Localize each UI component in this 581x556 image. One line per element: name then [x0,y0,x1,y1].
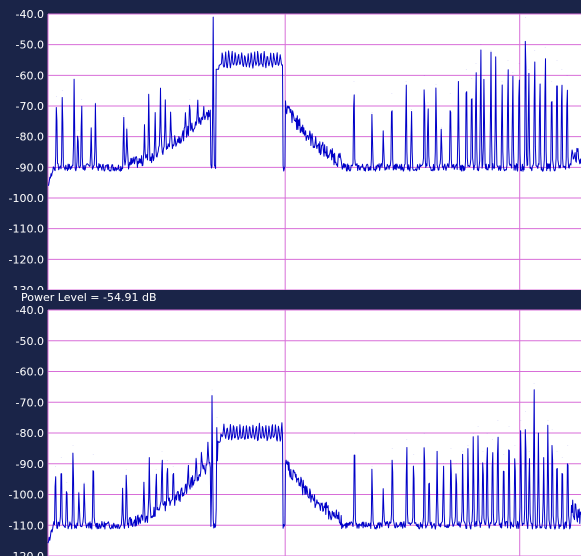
y-tick-label: -130.0 [9,284,44,290]
y-tick-label: -100.0 [9,489,44,502]
y-tick-label: -120.0 [9,550,44,556]
y-tick-label: -80.0 [16,131,44,144]
y-tick-label: -50.0 [16,335,44,348]
spectrum-trace [47,389,581,544]
y-tick-label: -80.0 [16,427,44,440]
lower-spectrum-chart[interactable]: -40.0 -50.0 -60.0 -70.0 -80.0 -90.0 -100.0 -110… [0,306,581,556]
upper-spectrum-panel: -40.0 -50.0 -60.0 -70.0 -80.0 -90.0 -100.0 -110… [0,0,581,290]
power-level-readout: Power Level = -54.91 dB [21,291,157,304]
y-tick-label: -90.0 [16,161,44,174]
spectrum-trace [47,16,581,186]
y-tick-label: -70.0 [16,396,44,409]
y-tick-label: -40.0 [16,306,44,317]
y-tick-label: -110.0 [9,519,44,532]
y-tick-label: -120.0 [9,253,44,266]
status-bar: Power Level = -54.91 dB [0,290,581,306]
lower-spectrum-panel: -40.0 -50.0 -60.0 -70.0 -80.0 -90.0 -100.0 -110… [0,306,581,556]
upper-spectrum-chart[interactable]: -40.0 -50.0 -60.0 -70.0 -80.0 -90.0 -100.0 -110… [0,0,581,290]
y-tick-label: -90.0 [16,458,44,471]
y-tick-label: -60.0 [16,366,44,379]
y-tick-label: -50.0 [16,39,44,52]
y-tick-label: -60.0 [16,69,44,82]
y-tick-label: -70.0 [16,100,44,113]
y-tick-label: -40.0 [16,8,44,21]
y-tick-label: -100.0 [9,192,44,205]
y-tick-label: -110.0 [9,223,44,236]
